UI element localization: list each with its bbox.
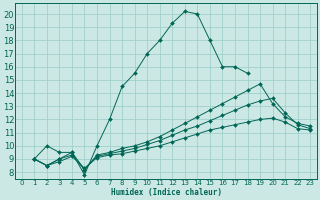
X-axis label: Humidex (Indice chaleur): Humidex (Indice chaleur) <box>110 188 221 197</box>
